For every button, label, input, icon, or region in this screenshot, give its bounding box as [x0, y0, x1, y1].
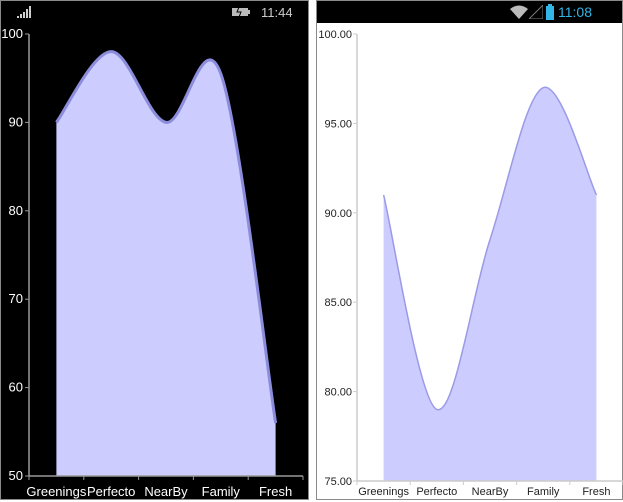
y-tick-label: 85.00 — [324, 297, 352, 309]
signal-bars-icon — [17, 6, 31, 18]
y-tick-label: 70 — [9, 291, 23, 306]
area-fill — [383, 87, 597, 482]
area-chart-dark: 50 60 70 80 90 100 Greenings Perfecto NearBy Fami… — [1, 26, 304, 499]
x-tick-label: Greenings — [358, 486, 409, 498]
x-tick-label: NearBy — [144, 484, 188, 499]
y-tick-label: 50 — [9, 468, 23, 483]
x-tick-label: Greenings — [26, 484, 86, 499]
status-time: 11:44 — [261, 5, 293, 20]
y-tick-label: 75.00 — [324, 476, 352, 488]
x-tick-label: Fresh — [259, 484, 292, 499]
battery-icon — [546, 4, 554, 20]
x-tick-label: Fresh — [582, 486, 610, 498]
x-tick-label: Perfecto — [416, 486, 457, 498]
y-tick-label: 60 — [9, 380, 23, 395]
x-tick-label: Family — [202, 484, 241, 499]
status-time: 11:08 — [558, 4, 592, 20]
left-phone-screen: 11:44 50 60 70 80 90 100 Greenings Perfecto Near… — [0, 0, 309, 500]
y-tick-label: 80 — [9, 203, 23, 218]
y-tick-label: 80.00 — [324, 387, 352, 399]
status-bar: 11:44 — [1, 1, 308, 23]
status-bar: 11:08 — [317, 1, 622, 23]
series-line — [382, 86, 598, 411]
cell-signal-icon — [529, 5, 543, 19]
x-tick-label: NearBy — [472, 486, 509, 498]
wifi-icon — [510, 5, 528, 19]
y-tick-label: 90 — [9, 114, 23, 129]
area-chart-light: 75.00 80.00 85.00 90.00 95.00 100.00 Greenings… — [318, 29, 623, 498]
x-tick-label: Family — [527, 486, 560, 498]
y-tick-label: 95.00 — [324, 118, 352, 130]
y-tick-label: 100.00 — [318, 29, 352, 41]
battery-charging-icon — [232, 7, 250, 17]
right-phone-screen: 11:08 75.00 80.00 85.00 90.00 95.00 100.00 Gre… — [316, 0, 623, 500]
x-tick-label: Perfecto — [87, 484, 135, 499]
y-tick-label: 100 — [1, 26, 23, 41]
y-tick-label: 90.00 — [324, 208, 352, 220]
series-line — [55, 50, 278, 424]
area-fill — [56, 51, 276, 477]
